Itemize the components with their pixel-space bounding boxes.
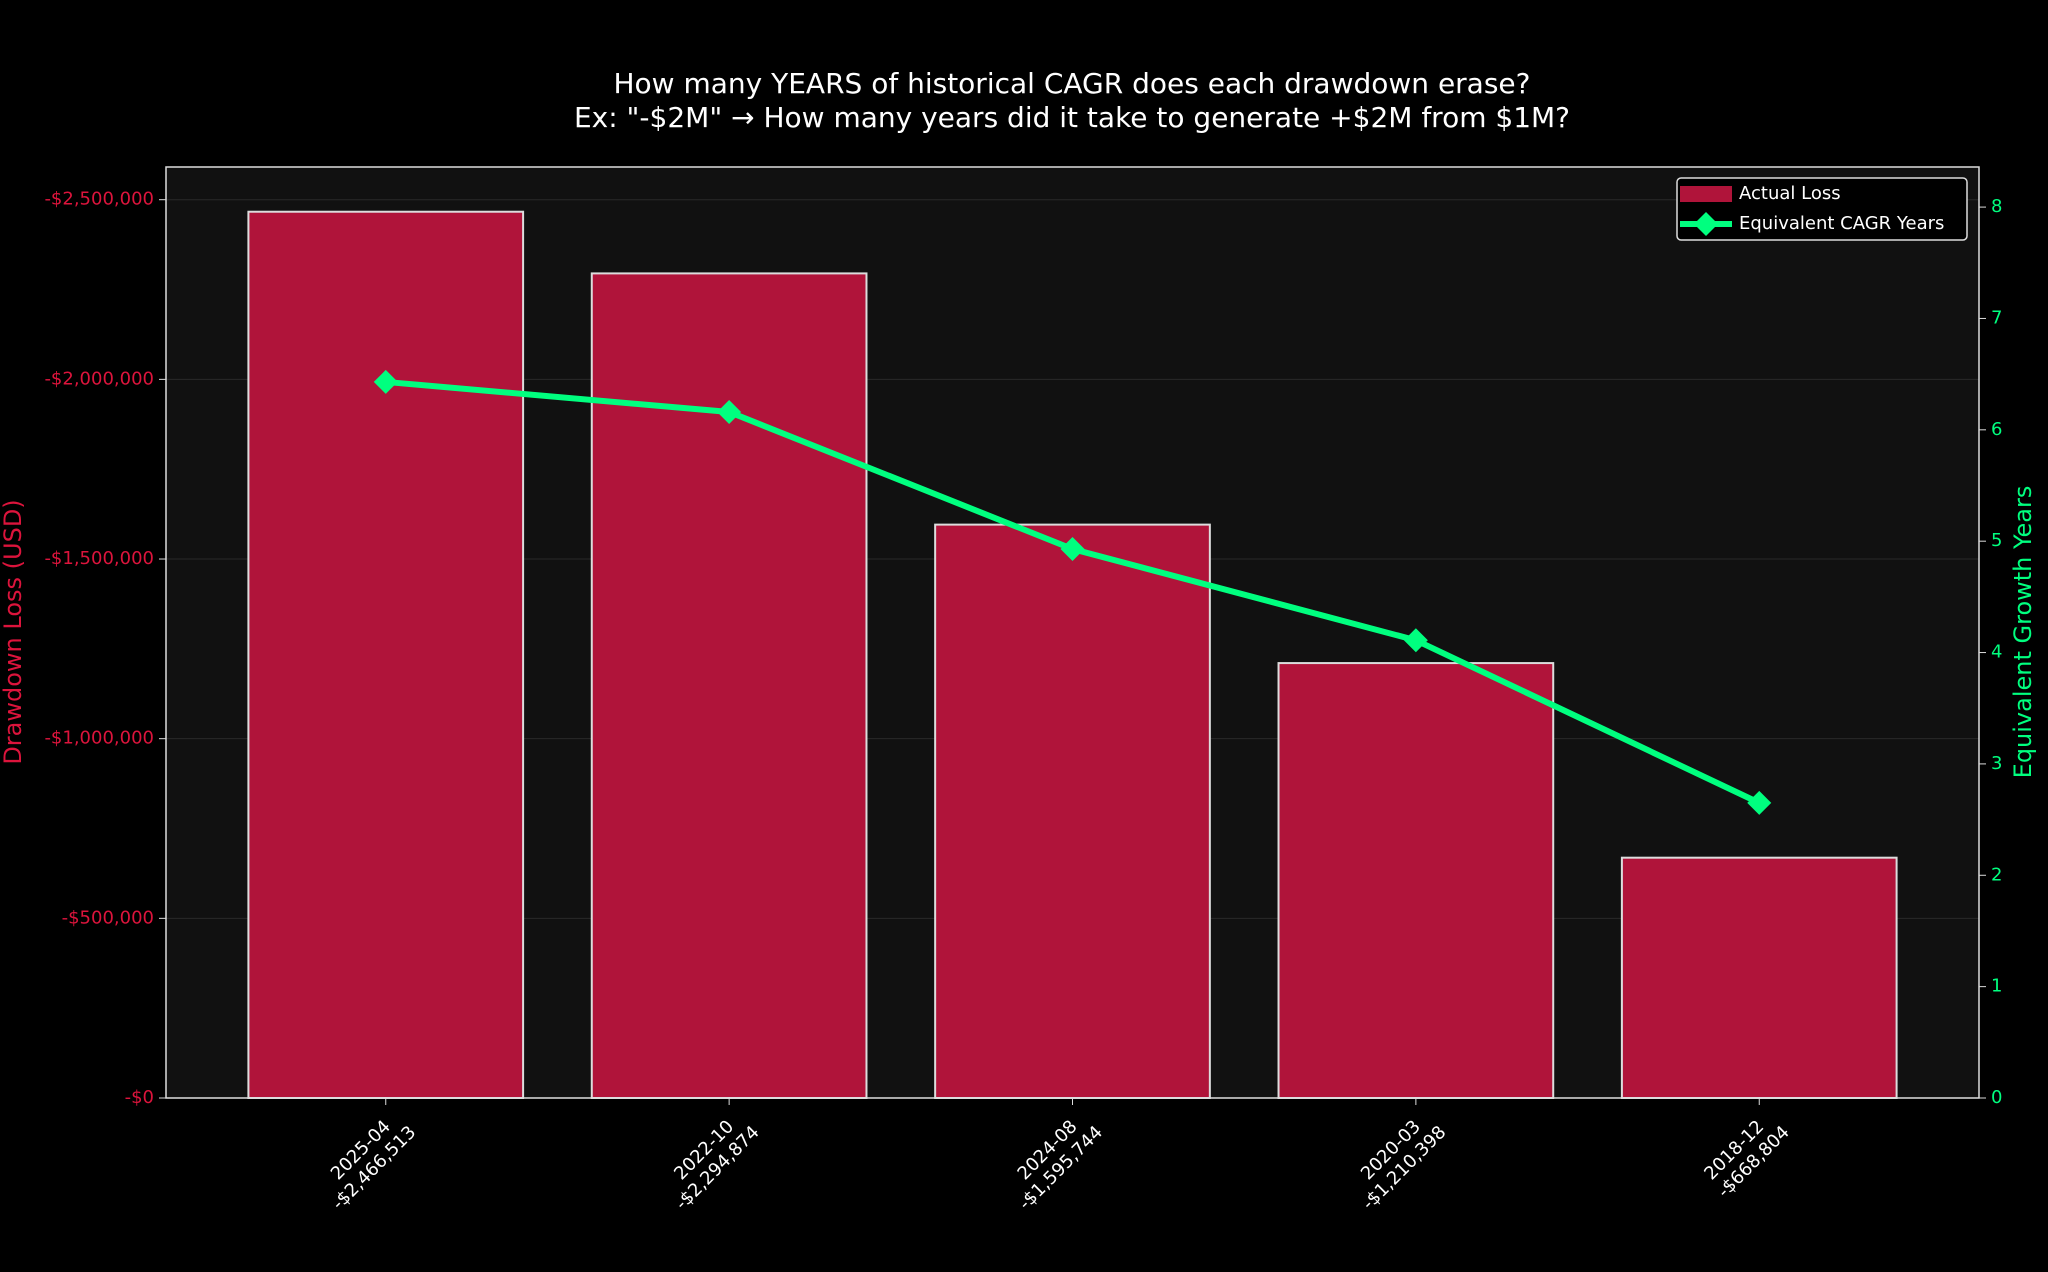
y2-tick-label: 4 (1991, 642, 2002, 663)
bar (1277, 662, 1555, 1099)
marker (1060, 536, 1085, 561)
bar (247, 210, 525, 1099)
legend-box (1676, 177, 1968, 241)
y-tick-label: -$1,000,000 (44, 728, 154, 749)
legend-swatch (1680, 186, 1732, 202)
bar (934, 523, 1211, 1099)
y-tick-label: -$1,500,000 (44, 548, 154, 569)
marker (1747, 790, 1772, 815)
marker (717, 400, 742, 424)
y2-axis-label: Equivalent Growth Years (2009, 486, 2037, 779)
y2-tick-label: 6 (1991, 419, 2002, 440)
legend-marker (1694, 212, 1718, 236)
y2-tick-label: 7 (1991, 307, 2002, 328)
y-tick-label: -$2,500,000 (44, 189, 154, 210)
marker (1403, 628, 1428, 653)
marker (373, 369, 398, 394)
y2-tick-label: 1 (1991, 976, 2002, 997)
legend-label: Equivalent CAGR Years (1739, 213, 1944, 234)
y-tick-label: -$2,000,000 (44, 368, 154, 389)
y2-tick-label: 3 (1991, 753, 2002, 774)
y-tick-label: -$500,000 (62, 907, 154, 928)
y-axis-label: Drawdown Loss (USD) (0, 499, 27, 764)
y2-tick-label: 5 (1991, 530, 2002, 551)
y-tick-label: -$0 (125, 1087, 154, 1108)
y2-tick-label: 2 (1991, 864, 2002, 885)
y2-tick-label: 0 (1991, 1087, 2002, 1108)
chart-subtitle: Ex: "-$2M" → How many years did it take … (574, 101, 1570, 134)
chart-title: How many YEARS of historical CAGR does e… (613, 67, 1530, 100)
bar (1620, 856, 1898, 1100)
y2-tick-label: 8 (1991, 196, 2002, 217)
bar (590, 272, 868, 1099)
legend-label: Actual Loss (1739, 183, 1841, 204)
